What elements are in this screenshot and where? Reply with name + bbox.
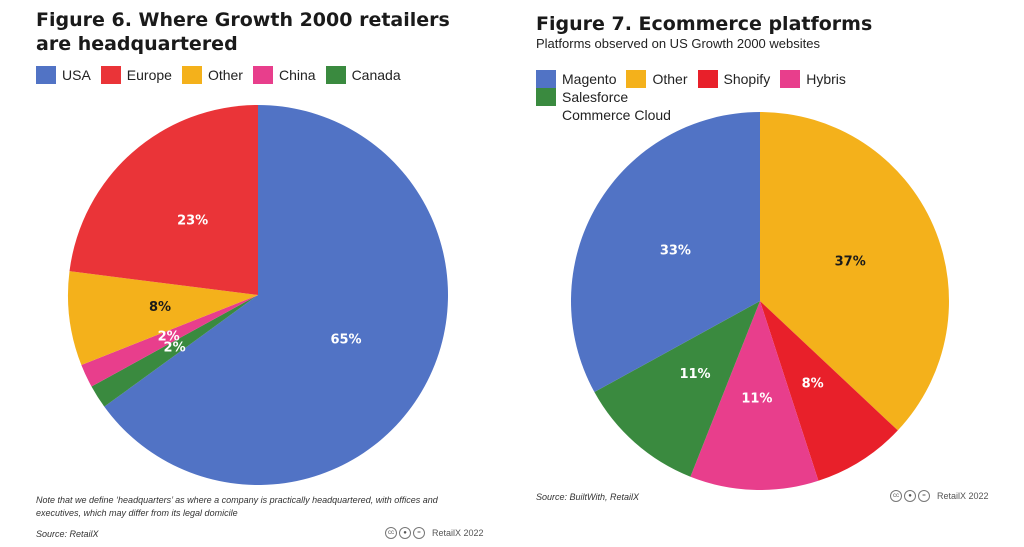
pie-slice-hybris <box>690 301 819 490</box>
legend-swatch <box>36 66 56 84</box>
data-label-other: 8% <box>149 300 171 315</box>
legend-item-canada: Canada <box>325 66 401 84</box>
legend-swatch <box>697 70 718 88</box>
chart-source: Source: BuiltWith, RetailX <box>536 492 639 502</box>
legend-swatch <box>252 66 273 84</box>
data-label-china: 2% <box>158 330 180 345</box>
legend-item-magento: Magento <box>536 70 616 88</box>
cc-nd-icon: = <box>918 490 930 502</box>
chart-panel-platforms: Figure 7. Ecommerce platforms Platforms … <box>512 0 1024 547</box>
cc-cc-icon: cc <box>385 527 397 539</box>
chart-legend: USA Europe Other China Canada <box>36 66 506 84</box>
chart-source: Source: RetailX <box>36 529 99 539</box>
legend-label: Other <box>652 71 688 87</box>
chart-legend: Magento Other Shopify Hybris Salesforce Comm… <box>536 70 1016 124</box>
legend-label: Salesforce Commerce Cloud <box>562 89 671 123</box>
pie-slice-canada <box>91 295 258 407</box>
cc-license-icons: cc ● = <box>890 490 932 502</box>
legend-label: Shopify <box>723 71 771 87</box>
legend-item-salesforce-commerce-cloud: Salesforce Commerce Cloud <box>536 88 692 124</box>
legend-item-usa: USA <box>36 66 91 84</box>
pie-slice-europe <box>69 105 259 295</box>
legend-swatch <box>780 70 801 88</box>
data-label-usa: 65% <box>330 332 361 347</box>
legend-swatch <box>325 66 346 84</box>
chart-panel-headquarters: Figure 6. Where Growth 2000 retailers ar… <box>36 9 506 539</box>
license-credit: cc ● = RetailX 2022 <box>385 527 484 539</box>
legend-label: Other <box>207 67 243 83</box>
cc-nd-icon: = <box>413 527 425 539</box>
cc-license-icons: cc ● = <box>385 527 427 539</box>
cc-by-icon: ● <box>399 527 411 539</box>
legend-label: USA <box>62 67 91 83</box>
chart-subtitle: Platforms observed on US Growth 2000 web… <box>536 36 820 51</box>
pie-chart: 37% 8% 11% 11% 33% <box>571 111 949 490</box>
license-credit: cc ● = RetailX 2022 <box>890 490 989 502</box>
legend-item-shopify: Shopify <box>697 70 771 88</box>
legend-swatch <box>536 70 556 88</box>
credit-text: RetailX 2022 <box>937 491 989 501</box>
chart-title: Figure 6. Where Growth 2000 retailers ar… <box>36 9 450 55</box>
legend-item-china: China <box>252 66 316 84</box>
legend-item-other: Other <box>181 66 243 84</box>
pie-slice-other <box>67 271 258 365</box>
chart-title: Figure 7. Ecommerce platforms <box>536 13 873 35</box>
legend-swatch <box>626 70 647 88</box>
legend-swatch <box>181 66 202 84</box>
legend-swatch <box>536 88 556 106</box>
data-label-hybris: 11% <box>741 392 772 407</box>
data-label-other: 37% <box>835 254 866 269</box>
cc-by-icon: ● <box>904 490 916 502</box>
legend-label: China <box>278 67 316 83</box>
chart-note: Note that we define ‘headquarters’ as wh… <box>36 495 438 518</box>
data-label-shopify: 8% <box>802 376 824 391</box>
pie-slice-usa <box>104 105 448 485</box>
legend-item-europe: Europe <box>100 66 172 84</box>
legend-swatch <box>100 66 121 84</box>
pie-slice-other <box>760 112 949 431</box>
legend-label: Canada <box>351 67 401 83</box>
cc-cc-icon: cc <box>890 490 902 502</box>
data-label-salesforce-commerce-cloud: 11% <box>679 367 710 382</box>
legend-item-hybris: Hybris <box>780 70 846 88</box>
credit-text: RetailX 2022 <box>432 528 484 538</box>
data-label-magento: 33% <box>660 243 691 258</box>
pie-slice-salesforce-commerce-cloud <box>594 301 760 477</box>
legend-label: Magento <box>562 71 617 87</box>
pie-slice-china <box>81 295 258 387</box>
legend-label: Europe <box>126 67 172 83</box>
pie-slice-shopify <box>760 301 898 481</box>
pie-chart: 65% 2%2% 8% 23% <box>67 105 448 485</box>
pie-slice-magento <box>571 111 760 393</box>
data-label-europe: 23% <box>177 213 208 228</box>
legend-label: Hybris <box>806 71 846 87</box>
legend-item-other: Other <box>626 70 688 88</box>
data-label-canada: 2% <box>164 340 186 355</box>
